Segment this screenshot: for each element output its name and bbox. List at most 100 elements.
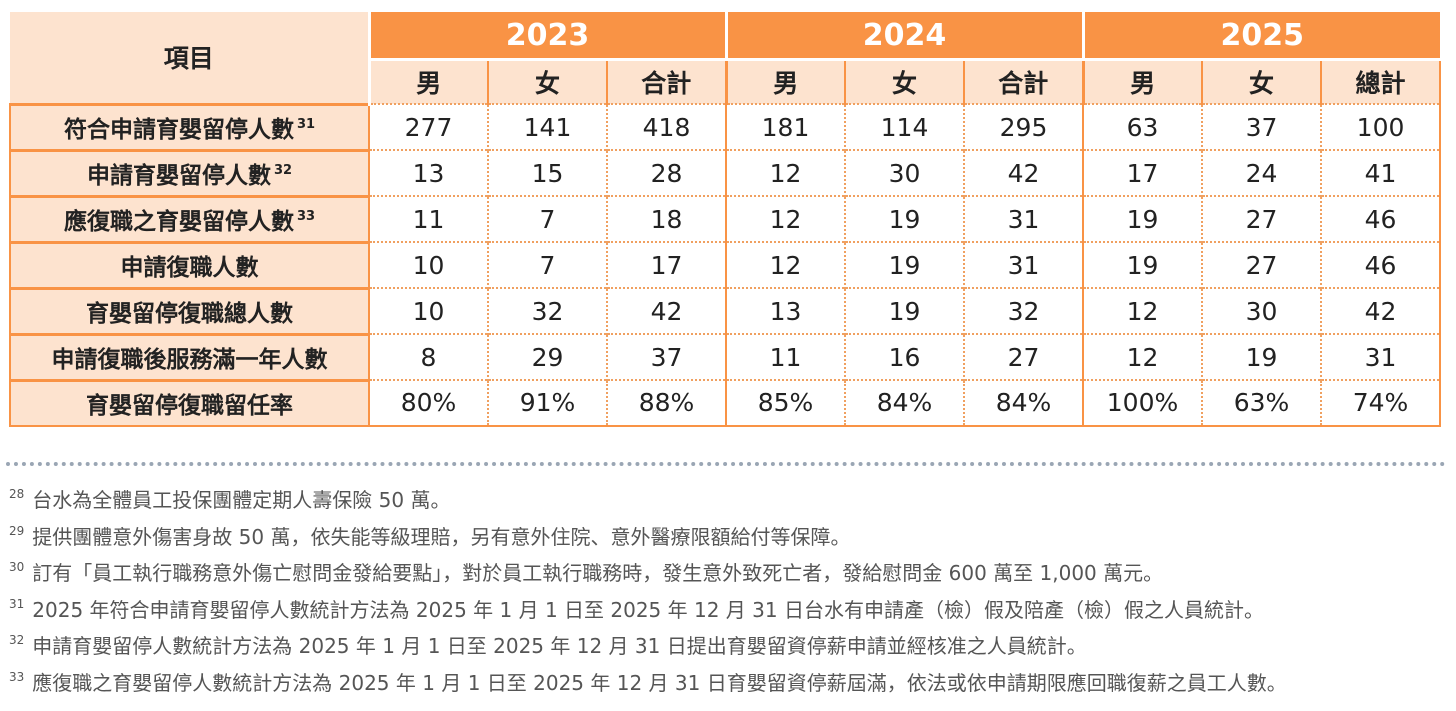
table-cell: 19 (844, 241, 965, 288)
table-cell: 31 (963, 195, 1084, 242)
table-cell: 42 (605, 287, 727, 334)
table-cell: 7 (487, 195, 607, 242)
footnote-ref: 31 (296, 117, 316, 132)
table-cell: 295 (963, 103, 1084, 150)
table-cell: 46 (1320, 241, 1442, 288)
footnote-ref: 32 (273, 163, 293, 178)
row-label: 申請復職人數 (9, 240, 369, 288)
row-label-text: 應復職之育嬰留停人數 (63, 209, 294, 235)
row-label-text: 符合申請育嬰留停人數 (63, 117, 294, 143)
table-cell: 27 (1201, 241, 1322, 288)
table-row: 申請育嬰留停人數 32 13 15 28 12 30 42 17 24 41 (9, 148, 1442, 196)
footnote-text: 應復職之育嬰留停人數統計方法為 2025 年 1 月 1 日至 2025 年 1… (32, 670, 1287, 695)
table-row: 符合申請育嬰留停人數 31 277 141 418 181 114 295 63 37 100 (9, 102, 1442, 150)
footnote-number: 32 (9, 633, 25, 647)
footnote: 29 提供團體意外傷害身故 50 萬，依失能等級理賠，另有意外住院、意外醫療限額給… (9, 513, 1449, 550)
table-cell: 418 (605, 103, 727, 150)
subheader-cell: 女 (487, 58, 607, 104)
row-label-text: 申請復職後服務滿一年人數 (51, 347, 328, 373)
row-label-text: 育嬰留停復職留任率 (86, 393, 293, 419)
table-cell: 10 (368, 241, 488, 288)
row-label: 申請育嬰留停人數 32 (9, 148, 369, 196)
subheader-cell: 男 (367, 58, 488, 104)
table-cell: 17 (1082, 149, 1203, 196)
row-label: 應復職之育嬰留停人數 33 (9, 194, 369, 242)
subheader-cell: 男 (1081, 58, 1203, 104)
table-cell: 30 (1201, 287, 1322, 334)
table-cell: 32 (963, 287, 1084, 334)
gender-header-row: 男 女 合計 男 女 合計 男 女 總計 (10, 58, 1442, 104)
footnote: 28 台水為全體員工投保團體定期人壽保險 50 萬。 (9, 476, 1449, 513)
table-cell: 19 (844, 287, 965, 334)
footnote-number: 33 (9, 669, 25, 684)
row-label: 符合申請育嬰留停人數 31 (9, 102, 369, 150)
footnote-ref: 33 (296, 209, 316, 224)
table-cell: 19 (1082, 195, 1203, 242)
table-cell: 100 (1320, 103, 1442, 150)
table-cell: 24 (1201, 149, 1322, 196)
table-cell: 41 (1320, 149, 1442, 196)
subheader-cell: 合計 (605, 58, 727, 104)
subheader-cell: 男 (724, 58, 846, 104)
table-cell: 28 (605, 149, 727, 196)
table-cell: 12 (725, 195, 846, 242)
table-cell: 17 (605, 241, 727, 288)
table-cell: 7 (487, 241, 607, 288)
footnote-text: 台水為全體員工投保團體定期人壽保險 50 萬。 (32, 488, 451, 512)
table-cell: 42 (1320, 287, 1442, 334)
table-cell: 10 (368, 287, 488, 334)
table-cell: 42 (963, 149, 1084, 196)
table-cell: 63% (1201, 379, 1322, 427)
footnote-text: 訂有「員工執行職務意外傷亡慰問金發給要點」，對於員工執行職務時，發生意外致死亡者… (32, 561, 1164, 585)
footnote-text: 提供團體意外傷害身故 50 萬，依失能等級理賠，另有意外住院、意外醫療限額給付等… (32, 524, 851, 549)
footnote-number: 31 (9, 596, 25, 611)
table-cell: 37 (605, 333, 727, 380)
year-header-2023: 2023 (369, 12, 728, 60)
table-row: 申請復職後服務滿一年人數 8 29 37 11 16 27 12 19 31 (9, 332, 1442, 380)
footnote-number: 28 (9, 487, 25, 501)
table-cell: 18 (605, 195, 727, 242)
item-header: 項目 (10, 12, 371, 104)
table-cell: 84% (963, 379, 1084, 427)
table-cell: 80% (368, 379, 488, 427)
parental-leave-table: 項目 2023 2024 2025 男 女 合計 男 女 合計 男 女 總計 符… (9, 12, 1442, 427)
table-cell: 30 (844, 149, 965, 196)
subheader-cell: 合計 (963, 58, 1084, 104)
table-cell: 19 (1082, 241, 1203, 288)
table-cell: 27 (1201, 195, 1322, 242)
table-body: 符合申請育嬰留停人數 31 277 141 418 181 114 295 63 37 100 申請育… (9, 102, 1442, 427)
table-cell: 16 (844, 333, 965, 380)
table-cell: 277 (368, 103, 488, 150)
section-divider (6, 462, 1446, 466)
table-cell: 63 (1082, 103, 1203, 150)
table-cell: 12 (725, 149, 846, 196)
table-cell: 91% (487, 379, 607, 427)
table-cell: 141 (487, 103, 607, 150)
table-cell: 85% (725, 379, 846, 427)
table-cell: 12 (1082, 333, 1203, 380)
table-row: 應復職之育嬰留停人數 33 11 7 18 12 19 31 19 27 46 (9, 194, 1442, 242)
table-cell: 19 (1201, 333, 1322, 380)
subheader-cell: 女 (1201, 58, 1322, 104)
subheader-cell: 女 (844, 58, 965, 104)
table-cell: 84% (844, 379, 965, 427)
table-cell: 37 (1201, 103, 1322, 150)
row-label-text: 申請育嬰留停人數 (86, 163, 271, 189)
footnote-text: 2025 年符合申請育嬰留停人數統計方法為 2025 年 1 月 1 日至 20… (32, 597, 1264, 622)
footnote-number: 29 (9, 523, 25, 538)
year-header-2024: 2024 (726, 12, 1085, 60)
footnote: 31 2025 年符合申請育嬰留停人數統計方法為 2025 年 1 月 1 日至 … (9, 586, 1449, 623)
year-header-2025: 2025 (1083, 12, 1441, 60)
table-row: 申請復職人數 10 7 17 12 19 31 19 27 46 (9, 240, 1442, 288)
subheader-cell: 總計 (1320, 58, 1442, 104)
footnote: 33 應復職之育嬰留停人數統計方法為 2025 年 1 月 1 日至 2025 年… (9, 659, 1449, 696)
table-cell: 27 (963, 333, 1084, 380)
table-cell: 181 (725, 103, 846, 150)
table-cell: 12 (725, 241, 846, 288)
footnote-text: 申請育嬰留停人數統計方法為 2025 年 1 月 1 日至 2025 年 12 … (32, 634, 1087, 658)
table-cell: 8 (368, 333, 488, 380)
row-label-text: 申請復職人數 (120, 255, 259, 281)
footnote-number: 30 (9, 560, 25, 574)
table-cell: 32 (487, 287, 607, 334)
table-cell: 100% (1082, 379, 1203, 427)
